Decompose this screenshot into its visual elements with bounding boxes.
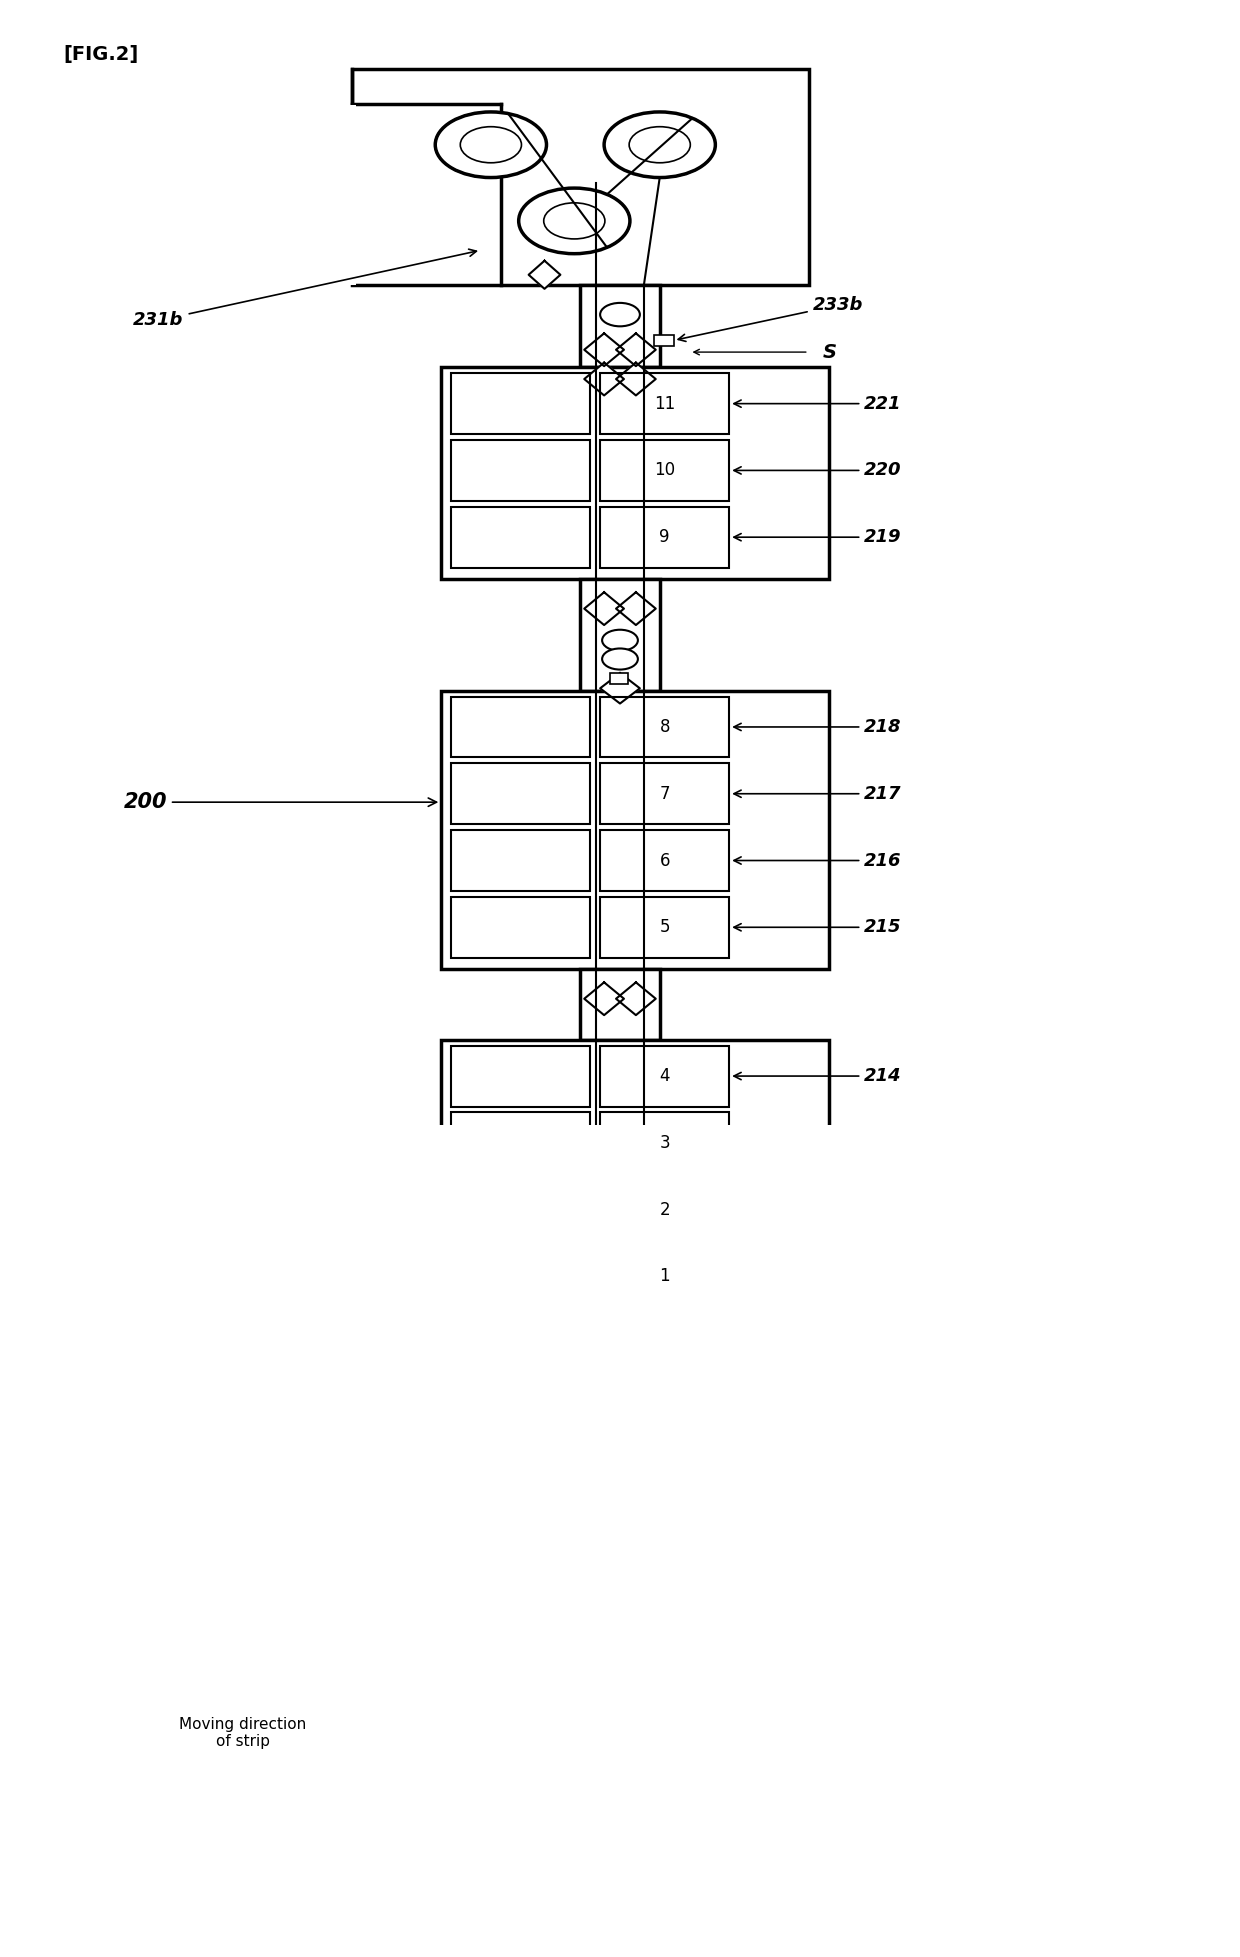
Polygon shape [584, 593, 624, 624]
Circle shape [435, 112, 547, 178]
Bar [600, 1045, 729, 1106]
Bar [346, 106, 356, 286]
Circle shape [629, 127, 691, 162]
Circle shape [560, 1483, 680, 1552]
Circle shape [604, 112, 715, 178]
Bar [451, 374, 590, 434]
Text: 218: 218 [734, 718, 901, 736]
Bar [600, 896, 729, 957]
Polygon shape [584, 362, 624, 395]
Polygon shape [584, 1348, 624, 1382]
Text: Moving direction
of strip: Moving direction of strip [179, 1716, 306, 1750]
Circle shape [518, 188, 630, 254]
Text: 231b: 231b [133, 249, 476, 329]
Text: 4: 4 [660, 1067, 670, 1084]
Bar [600, 1247, 729, 1307]
Bar [451, 697, 590, 757]
Bar [441, 1039, 828, 1319]
Bar [600, 1112, 729, 1174]
Text: 221: 221 [734, 395, 901, 413]
Circle shape [543, 204, 605, 239]
Text: 5: 5 [660, 918, 670, 935]
Circle shape [603, 1448, 637, 1470]
Text: 233b: 233b [678, 296, 863, 341]
Text: 9: 9 [660, 528, 670, 546]
Bar [580, 579, 660, 691]
Polygon shape [616, 333, 656, 366]
Bar [1056, 1436, 1240, 1564]
Text: 3: 3 [660, 1133, 670, 1153]
Polygon shape [616, 593, 656, 624]
Bar [451, 1112, 590, 1174]
Text: 2: 2 [660, 1200, 670, 1219]
Text: [FIG.2]: [FIG.2] [63, 45, 139, 65]
Polygon shape [616, 362, 656, 395]
Bar [580, 286, 660, 368]
Bar [610, 673, 627, 683]
Bar [441, 691, 828, 969]
Circle shape [923, 1386, 993, 1429]
Polygon shape [600, 673, 640, 703]
Circle shape [603, 630, 637, 652]
Bar [451, 1247, 590, 1307]
Bar [898, 1378, 1017, 1454]
Text: 219: 219 [734, 528, 901, 546]
Bar [352, 68, 808, 286]
Bar [451, 830, 590, 890]
Bar [600, 830, 729, 890]
Bar [451, 896, 590, 957]
Circle shape [1099, 1466, 1135, 1487]
Bar [441, 368, 828, 579]
Text: 6: 6 [660, 851, 670, 869]
Bar [451, 440, 590, 501]
Text: 217: 217 [734, 785, 901, 802]
Bar [600, 440, 729, 501]
Bar [451, 763, 590, 824]
Polygon shape [528, 260, 560, 290]
Text: 215: 215 [734, 918, 901, 935]
Bar [600, 1180, 729, 1241]
Polygon shape [616, 982, 656, 1016]
Bar [600, 763, 729, 824]
Text: 200: 200 [123, 793, 436, 812]
Circle shape [603, 1380, 637, 1401]
Circle shape [603, 648, 637, 669]
Text: 220: 220 [734, 462, 901, 479]
Bar [600, 697, 729, 757]
Polygon shape [584, 333, 624, 366]
Bar [580, 969, 660, 1039]
Text: S: S [822, 342, 837, 362]
Text: 8: 8 [660, 718, 670, 736]
Polygon shape [584, 1323, 624, 1356]
Text: 216: 216 [734, 851, 901, 869]
Text: 214: 214 [734, 1067, 901, 1084]
Bar [580, 1319, 660, 1425]
Bar [653, 335, 673, 346]
Text: 10: 10 [655, 462, 676, 479]
Text: 11: 11 [653, 395, 676, 413]
Bar [451, 507, 590, 568]
Polygon shape [1190, 1448, 1221, 1474]
Text: 7: 7 [660, 785, 670, 802]
Circle shape [1188, 1507, 1224, 1528]
Text: 1: 1 [660, 1268, 670, 1286]
Circle shape [1081, 1456, 1152, 1497]
Polygon shape [584, 982, 624, 1016]
Circle shape [588, 1499, 652, 1536]
Bar [451, 1180, 590, 1241]
Circle shape [460, 127, 522, 162]
Polygon shape [616, 1323, 656, 1356]
Circle shape [1171, 1497, 1240, 1538]
Bar [600, 507, 729, 568]
Bar [600, 374, 729, 434]
Circle shape [600, 303, 640, 327]
Bar [432, 1425, 838, 1564]
Bar [451, 1045, 590, 1106]
Polygon shape [616, 1348, 656, 1382]
Circle shape [937, 1395, 977, 1419]
